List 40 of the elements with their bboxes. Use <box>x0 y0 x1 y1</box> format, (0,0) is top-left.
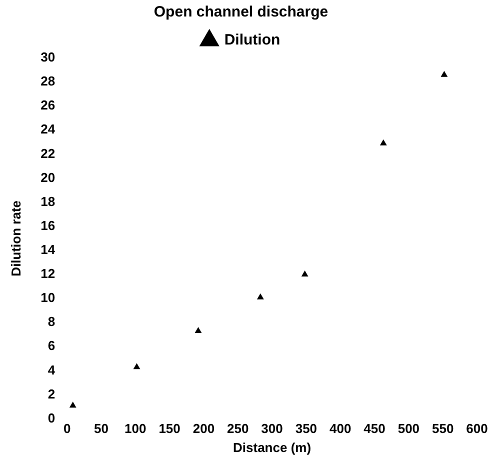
y-tick-label: 18 <box>40 194 56 209</box>
x-axis-title: Distance (m) <box>233 440 312 455</box>
x-tick-label: 200 <box>192 421 215 436</box>
y-tick-label: 26 <box>40 98 56 113</box>
x-tick-label: 150 <box>158 421 180 436</box>
y-tick-label: 2 <box>48 386 56 402</box>
point <box>257 294 264 300</box>
point <box>134 364 140 370</box>
y-tick-label: 24 <box>40 122 56 137</box>
point <box>70 402 76 408</box>
y-tick-label: 0 <box>48 410 56 426</box>
y-axis-title: Dilution rate <box>8 200 24 276</box>
y-tick-label: 14 <box>40 242 56 258</box>
x-tick-label: 600 <box>466 421 488 436</box>
y-tick-label: 28 <box>40 74 56 89</box>
x-tick-label: 100 <box>124 421 146 436</box>
y-tick-label: 8 <box>48 314 56 330</box>
x-tick-label: 50 <box>94 421 108 436</box>
x-tick-label: 250 <box>227 421 249 436</box>
x-tick-label: 0 <box>63 421 71 436</box>
y-tick-label: 22 <box>40 146 56 161</box>
y-tick-label: 10 <box>40 290 56 306</box>
y-tick-label: 4 <box>48 362 56 378</box>
point <box>441 71 448 77</box>
x-tick-label: 300 <box>261 421 283 436</box>
legend-title: Open channel discharge <box>154 4 328 21</box>
x-tick-label: 450 <box>364 421 386 436</box>
x-tick-label: 400 <box>330 421 352 436</box>
y-tick-label: 30 <box>40 50 56 65</box>
x-tick-label: 550 <box>432 421 454 436</box>
y-tick-label: 6 <box>48 338 56 354</box>
point <box>195 328 202 334</box>
legend-label: Dilution <box>224 32 280 49</box>
point <box>380 140 386 146</box>
y-tick-label: 16 <box>40 218 56 233</box>
x-tick-label: 350 <box>295 421 318 436</box>
y-tick-label: 20 <box>40 170 56 185</box>
x-tick-label: 500 <box>398 421 420 436</box>
point <box>302 270 308 276</box>
y-tick-label: 12 <box>40 266 56 282</box>
